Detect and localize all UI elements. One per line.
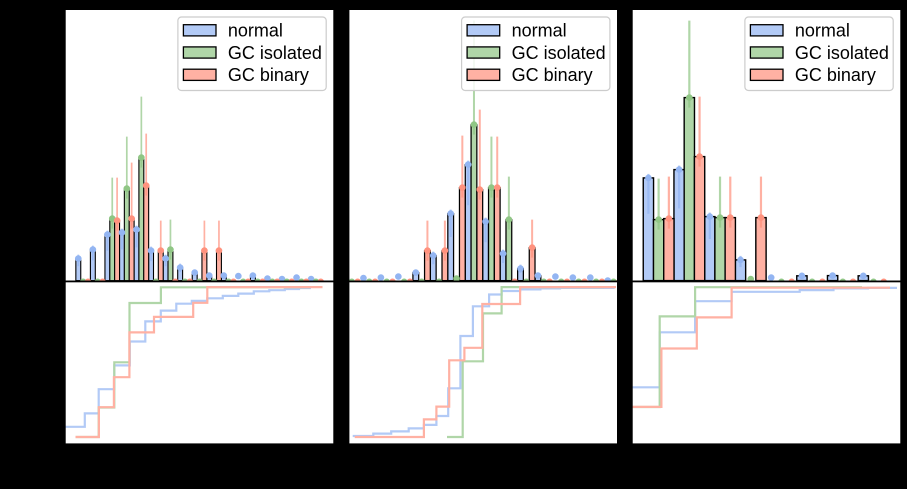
svg-text:GC binary: GC binary	[795, 65, 876, 85]
svg-text:normal: normal	[228, 21, 283, 41]
svg-text:GC binary: GC binary	[228, 65, 309, 85]
svg-text:GC isolated: GC isolated	[228, 43, 322, 63]
svg-text:normal: normal	[795, 21, 850, 41]
svg-text:GC isolated: GC isolated	[795, 43, 889, 63]
svg-text:GC binary: GC binary	[512, 65, 593, 85]
svg-text:GC isolated: GC isolated	[512, 43, 606, 63]
svg-text:normal: normal	[512, 21, 567, 41]
